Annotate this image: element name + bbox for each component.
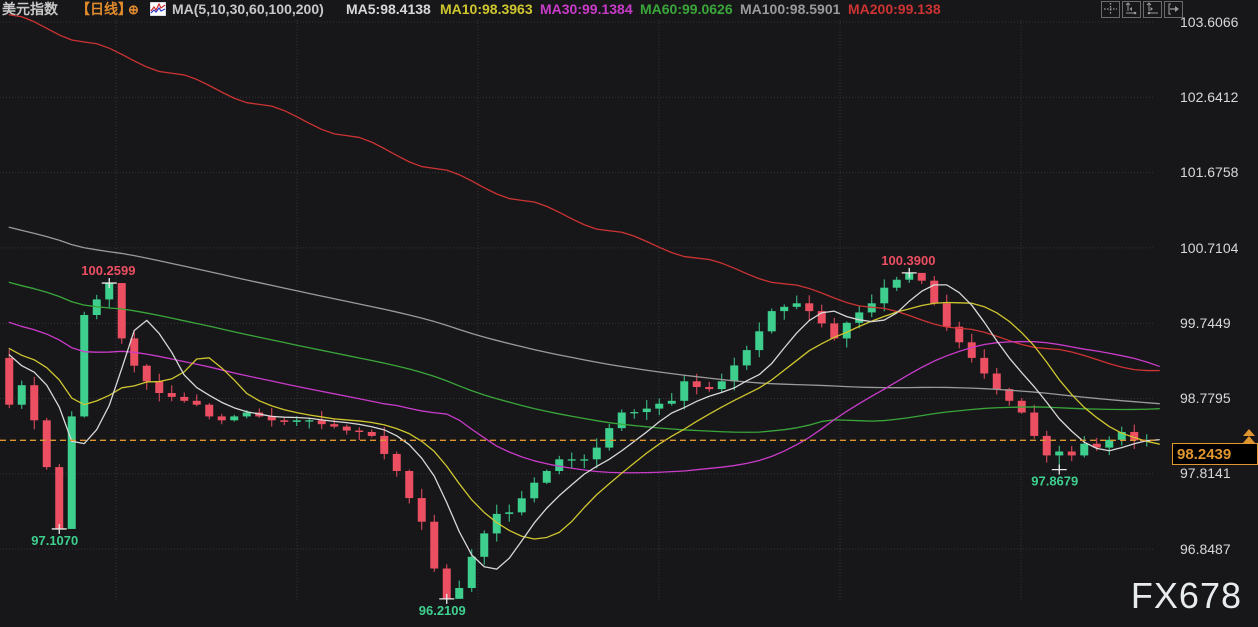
svg-text:96.2109: 96.2109 bbox=[419, 603, 466, 618]
svg-text:97.8679: 97.8679 bbox=[1031, 474, 1078, 489]
svg-text:97.1070: 97.1070 bbox=[31, 533, 78, 548]
svg-text:100.2599: 100.2599 bbox=[81, 263, 135, 278]
svg-text:100.3900: 100.3900 bbox=[881, 253, 935, 268]
